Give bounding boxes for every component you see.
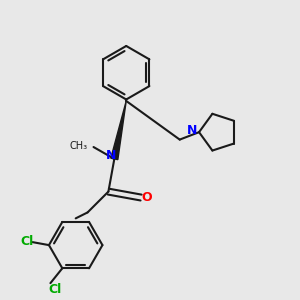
Text: Cl: Cl (20, 235, 33, 248)
Polygon shape (111, 101, 126, 160)
Text: O: O (142, 191, 152, 204)
Text: Cl: Cl (48, 283, 62, 296)
Text: N: N (106, 149, 116, 162)
Text: N: N (186, 124, 197, 137)
Text: CH₃: CH₃ (70, 140, 88, 151)
